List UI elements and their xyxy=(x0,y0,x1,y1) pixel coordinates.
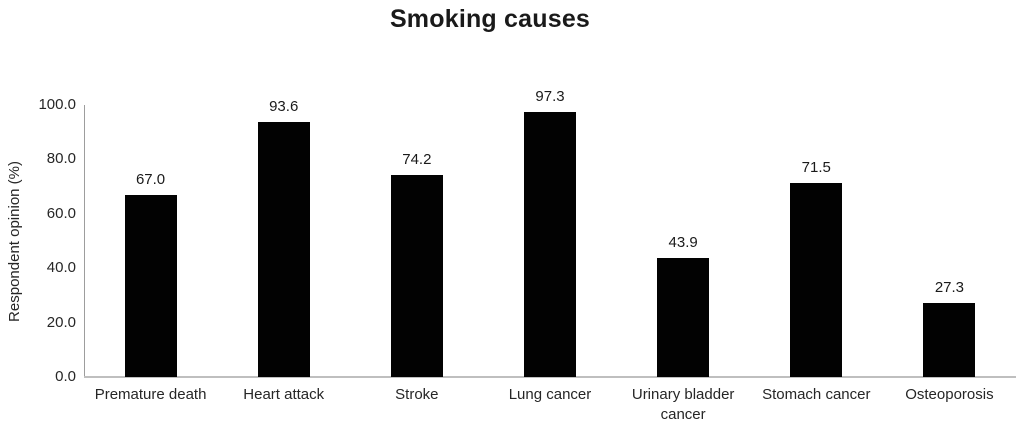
bar xyxy=(657,257,710,377)
bar xyxy=(923,302,976,377)
y-tick-label: 40.0 xyxy=(46,259,76,277)
chart-title: Smoking causes xyxy=(389,5,591,33)
bar-value-label: 67.0 xyxy=(135,170,166,188)
y-axis-title: Respondent opinion (%) xyxy=(6,105,23,377)
x-tick-label: Urinary bladder cancer xyxy=(631,386,735,423)
y-axis-line xyxy=(84,105,85,377)
bar-value-label: 74.2 xyxy=(402,151,432,169)
y-tick-label: 0.0 xyxy=(55,368,76,385)
bar-value-label: 27.3 xyxy=(934,278,965,296)
x-axis-line xyxy=(84,376,1016,378)
y-tick-label: 60.0 xyxy=(46,204,76,222)
bar xyxy=(257,122,310,377)
bar xyxy=(124,194,177,377)
bar xyxy=(790,182,843,377)
x-tick-label: Lung cancer xyxy=(508,386,592,403)
bar-value-label: 43.9 xyxy=(668,233,698,251)
bar-value-label: 71.5 xyxy=(801,158,831,176)
bar xyxy=(524,112,576,377)
x-tick-label: Heart attack xyxy=(243,386,325,403)
y-tick-label: 100.0 xyxy=(38,96,76,113)
x-tick-label: Osteoporosis xyxy=(905,386,994,403)
y-tick-label: 20.0 xyxy=(46,313,76,331)
bar xyxy=(390,175,443,377)
bar-value-label: 93.6 xyxy=(269,98,299,116)
x-tick-label: Stroke xyxy=(395,386,439,403)
bar-value-label: 97.3 xyxy=(535,88,565,106)
plot-area: 67.0 93.6 74.2 97.3 43.9 71.5 27.3 xyxy=(84,88,1016,377)
x-tick-label: Premature death xyxy=(94,386,207,403)
y-axis-title-text: Respondent opinion (%) xyxy=(6,160,23,322)
x-tick-label: Stomach cancer xyxy=(762,386,871,403)
y-tick-label: 80.0 xyxy=(46,150,76,168)
